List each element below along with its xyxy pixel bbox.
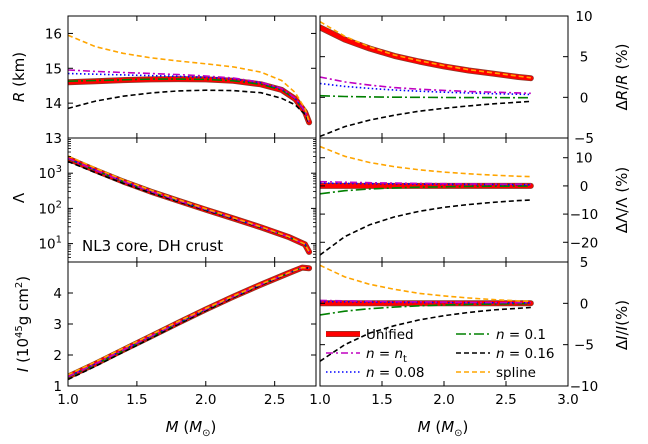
ytick-label: 2 bbox=[53, 348, 62, 364]
series-n-01 bbox=[68, 78, 310, 123]
series-spline bbox=[68, 266, 310, 376]
xtick-label: 1.0 bbox=[57, 392, 78, 408]
series-spline bbox=[320, 21, 531, 79]
xtick-label: 2.0 bbox=[195, 392, 216, 408]
series-spline bbox=[320, 264, 531, 303]
panel-tidal-difference: −20 −10 0 10 bbox=[319, 137, 599, 263]
series-n-01 bbox=[320, 185, 531, 195]
series-n-008 bbox=[320, 182, 531, 186]
legend-label: n = 0.16 bbox=[496, 346, 555, 362]
legend-item-n-01: n = 0.1 bbox=[456, 327, 546, 343]
legend-label: n = nt bbox=[366, 346, 407, 365]
ylabel-radius: R (km) bbox=[10, 52, 28, 102]
xtick-label: 3.0 bbox=[557, 392, 578, 408]
ytick-label: 5 bbox=[580, 50, 589, 66]
legend-label: Unified bbox=[366, 327, 414, 343]
ytick-label: 16 bbox=[45, 26, 62, 42]
series-n-t bbox=[68, 69, 310, 123]
series-n-016 bbox=[68, 89, 310, 124]
ytick-label: −5 bbox=[574, 131, 594, 147]
legend-label: n = 0.08 bbox=[366, 365, 425, 381]
ytick-label: 10 bbox=[575, 151, 592, 167]
xtick-label: 2.0 bbox=[433, 392, 454, 408]
ytick-label: 0 bbox=[580, 179, 589, 195]
panel-tidal-deformability: 101 102 103 bbox=[38, 137, 317, 263]
ytick-label: 0 bbox=[580, 296, 589, 312]
series-n-016 bbox=[320, 100, 531, 138]
legend: Unified n = ntn = 0.08 n = 0.1 n = 0.16 spli… bbox=[326, 327, 555, 381]
legend-label: n = 0.1 bbox=[496, 327, 546, 343]
ylabel-tidal: Λ bbox=[10, 192, 28, 203]
ytick-label: 101 bbox=[38, 235, 62, 253]
series-n-t bbox=[320, 180, 531, 186]
ylabel-inertia-diff: ΔI/I(%) bbox=[613, 300, 631, 350]
series-n-t bbox=[68, 266, 310, 378]
series-spline bbox=[68, 34, 310, 122]
legend-item-n-016: n = 0.16 bbox=[456, 346, 555, 362]
ytick-label: 1 bbox=[53, 379, 62, 395]
ytick-label: −10 bbox=[570, 379, 599, 395]
series-spline bbox=[320, 145, 531, 178]
series-n-01 bbox=[320, 302, 531, 316]
series-spline bbox=[68, 155, 310, 253]
ytick-label: 3 bbox=[53, 317, 62, 333]
annotation-model: NL3 core, DH crust bbox=[82, 237, 223, 255]
series-n-016 bbox=[320, 199, 531, 256]
legend-item-spline: spline bbox=[456, 365, 536, 381]
ytick-label: −20 bbox=[570, 235, 599, 251]
xtick-label: 2.5 bbox=[264, 392, 285, 408]
legend-item-n-t: n = nt bbox=[326, 346, 407, 365]
legend-label: spline bbox=[496, 365, 536, 381]
xtick-label: 1.5 bbox=[371, 392, 392, 408]
ytick-label: 4 bbox=[53, 286, 62, 302]
ytick-label: 102 bbox=[38, 199, 62, 217]
ylabel-tidal-diff: ΔΛ/Λ (%) bbox=[613, 167, 631, 234]
ytick-label: 13 bbox=[45, 131, 62, 147]
ytick-label: 15 bbox=[45, 61, 62, 77]
panel-inertia-difference: −10 −5 0 5 1.0 1.5 2.0 2.5 3.0 bbox=[309, 255, 598, 408]
series-n-008 bbox=[320, 82, 531, 96]
xtick-label: 1.0 bbox=[309, 392, 330, 408]
legend-item-unified: Unified bbox=[326, 327, 414, 343]
ylabel-inertia: I (1045g cm2) bbox=[14, 276, 32, 372]
ytick-label: 10 bbox=[575, 9, 592, 25]
series-n-008 bbox=[320, 300, 531, 304]
ytick-label: −10 bbox=[570, 207, 599, 223]
series-n-t bbox=[320, 76, 531, 95]
xtick-label: 1.5 bbox=[126, 392, 147, 408]
panel-radius-difference: −5 0 5 10 bbox=[319, 9, 594, 147]
ytick-label: 103 bbox=[38, 164, 62, 182]
ylabel-radius-diff: ΔR/R (%) bbox=[613, 44, 631, 111]
ytick-label: −5 bbox=[574, 338, 594, 354]
legend-item-n-008: n = 0.08 bbox=[326, 365, 425, 381]
ytick-label: 0 bbox=[580, 90, 589, 106]
series-n-016 bbox=[320, 306, 531, 362]
series-n-t bbox=[320, 299, 531, 304]
ytick-label: 14 bbox=[45, 96, 62, 112]
panel-radius: 13 14 15 16 bbox=[45, 15, 317, 147]
panel-moment-of-inertia: 1 2 3 4 1.0 1.5 2.0 2.5 bbox=[53, 261, 317, 408]
series-n-01 bbox=[320, 94, 531, 99]
xtick-label: 2.5 bbox=[495, 392, 516, 408]
ytick-label: 5 bbox=[580, 255, 589, 271]
